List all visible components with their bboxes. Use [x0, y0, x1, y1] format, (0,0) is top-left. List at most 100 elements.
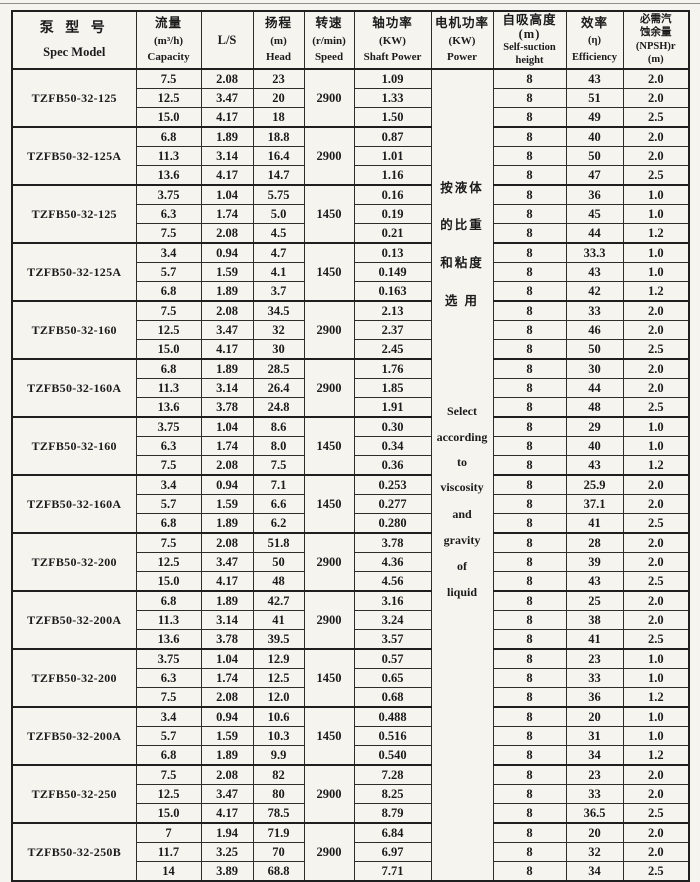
- npsh-cell: 2.0: [622, 784, 690, 804]
- table-row: TZFB50-32-200A 6.8 1.89 42.7 2900 3.16 8 25 2.0: [11, 590, 690, 650]
- shaft-power-cell: 1.33: [353, 88, 432, 108]
- npsh-cell: 1.2: [622, 281, 690, 302]
- efficiency-cell: 48: [565, 397, 624, 418]
- head-cell: 8.6: [252, 416, 305, 437]
- head-cell: 30: [252, 339, 305, 360]
- page-top-rule: [0, 3, 700, 4]
- ls-cell: 1.94: [200, 822, 254, 843]
- npsh-cell: 2.0: [622, 88, 690, 108]
- speed-cell: 1450: [303, 416, 355, 476]
- efficiency-cell: 42: [565, 281, 624, 302]
- power-note-line: gravity: [443, 533, 481, 547]
- head-cell: 6.2: [252, 513, 305, 534]
- col-header-npsh: 必需汽 蚀余量 (NPSH)r (m): [622, 10, 690, 70]
- model-cell: TZFB50-32-200: [11, 648, 137, 708]
- shaft-power-cell: 1.09: [353, 68, 432, 89]
- efficiency-cell: 30: [565, 358, 624, 379]
- shaft-power-cell: 8.79: [353, 803, 432, 824]
- head-cell: 50: [252, 552, 305, 572]
- shaft-power-cell: 7.71: [353, 861, 432, 882]
- shaft-power-cell: 0.488: [353, 706, 432, 727]
- self-suction-cell: 8: [492, 629, 567, 650]
- npsh-cell: 2.0: [622, 474, 690, 495]
- efficiency-cell: 45: [565, 204, 624, 224]
- shaft-power-cell: 1.50: [353, 107, 432, 128]
- self-suction-cell: 8: [492, 378, 567, 398]
- ls-cell: 0.94: [200, 474, 254, 495]
- header-label: (KW): [448, 34, 476, 47]
- shaft-power-cell: 0.253: [353, 474, 432, 495]
- self-suction-cell: 8: [492, 648, 567, 669]
- head-cell: 12.0: [252, 687, 305, 708]
- npsh-cell: 1.2: [622, 455, 690, 476]
- shaft-power-cell: 1.16: [353, 165, 432, 186]
- npsh-cell: 2.0: [622, 320, 690, 340]
- capacity-cell: 6.8: [135, 281, 202, 302]
- model-cell: TZFB50-32-200: [11, 532, 137, 592]
- speed-cell: 1450: [303, 648, 355, 708]
- power-note-line: liquid: [446, 585, 478, 599]
- self-suction-cell: 8: [492, 146, 567, 166]
- model-cell: TZFB50-32-160A: [11, 358, 137, 418]
- capacity-cell: 7.5: [135, 687, 202, 708]
- self-suction-cell: 8: [492, 68, 567, 89]
- shaft-power-cell: 3.16: [353, 590, 432, 611]
- head-cell: 20: [252, 88, 305, 108]
- ls-cell: 1.89: [200, 358, 254, 379]
- npsh-cell: 2.0: [622, 532, 690, 553]
- head-cell: 14.7: [252, 165, 305, 186]
- capacity-cell: 13.6: [135, 629, 202, 650]
- shaft-power-cell: 0.277: [353, 494, 432, 514]
- self-suction-cell: 8: [492, 281, 567, 302]
- efficiency-cell: 43: [565, 262, 624, 282]
- ls-cell: 3.25: [200, 842, 254, 862]
- efficiency-cell: 38: [565, 610, 624, 630]
- header-label: (m): [647, 53, 664, 65]
- ls-cell: 0.94: [200, 242, 254, 263]
- header-label: 泵 型 号: [39, 20, 109, 36]
- shaft-power-cell: 1.85: [353, 378, 432, 398]
- npsh-cell: 1.2: [622, 223, 690, 244]
- shaft-power-cell: 0.13: [353, 242, 432, 263]
- capacity-cell: 11.7: [135, 842, 202, 862]
- npsh-cell: 2.0: [622, 358, 690, 379]
- ls-cell: 2.08: [200, 764, 254, 785]
- header-row: 泵 型 号 Spec Model 流量 (m³/h) Capacity L/S 扬程 (m) H…: [11, 10, 690, 70]
- speed-cell: 2900: [303, 822, 355, 882]
- capacity-cell: 3.75: [135, 184, 202, 205]
- power-note-line: to: [457, 455, 467, 469]
- head-cell: 42.7: [252, 590, 305, 611]
- table-row: 6.3 1.74 12.5 0.65 8 33 1.0: [12, 668, 690, 688]
- efficiency-cell: 28: [565, 532, 624, 553]
- table-row: 12.5 3.47 80 8.25 8 33 2.0: [12, 784, 690, 804]
- efficiency-cell: 23: [565, 764, 624, 785]
- npsh-cell: 2.0: [622, 822, 690, 843]
- shaft-power-cell: 0.30: [353, 416, 432, 437]
- head-cell: 80: [252, 784, 305, 804]
- header-label: Spec Model: [43, 45, 106, 60]
- self-suction-cell: 8: [492, 262, 567, 282]
- self-suction-cell: 8: [492, 455, 567, 476]
- efficiency-cell: 50: [565, 146, 624, 166]
- ls-cell: 3.14: [200, 610, 254, 630]
- table-row: 5.7 1.59 4.1 0.149 8 43 1.0: [12, 262, 690, 282]
- header-label: L/S: [217, 32, 237, 47]
- ls-cell: 3.47: [200, 552, 254, 572]
- npsh-cell: 2.0: [622, 764, 690, 785]
- capacity-cell: 13.6: [135, 397, 202, 418]
- npsh-cell: 1.0: [622, 668, 690, 688]
- header-line-stack: 扬程 (m) Head: [254, 12, 303, 67]
- self-suction-cell: 8: [492, 803, 567, 824]
- self-suction-cell: 8: [492, 668, 567, 688]
- ls-cell: 1.89: [200, 513, 254, 534]
- ls-cell: 0.94: [200, 706, 254, 727]
- npsh-cell: 1.2: [622, 687, 690, 708]
- npsh-cell: 2.0: [622, 68, 690, 89]
- model-cell: TZFB50-32-125A: [11, 126, 137, 186]
- ls-cell: 1.04: [200, 648, 254, 669]
- head-cell: 82: [252, 764, 305, 785]
- head-cell: 24.8: [252, 397, 305, 418]
- head-cell: 16.4: [252, 146, 305, 166]
- model-cell: TZFB50-32-160: [11, 416, 137, 476]
- efficiency-cell: 25.9: [565, 474, 624, 495]
